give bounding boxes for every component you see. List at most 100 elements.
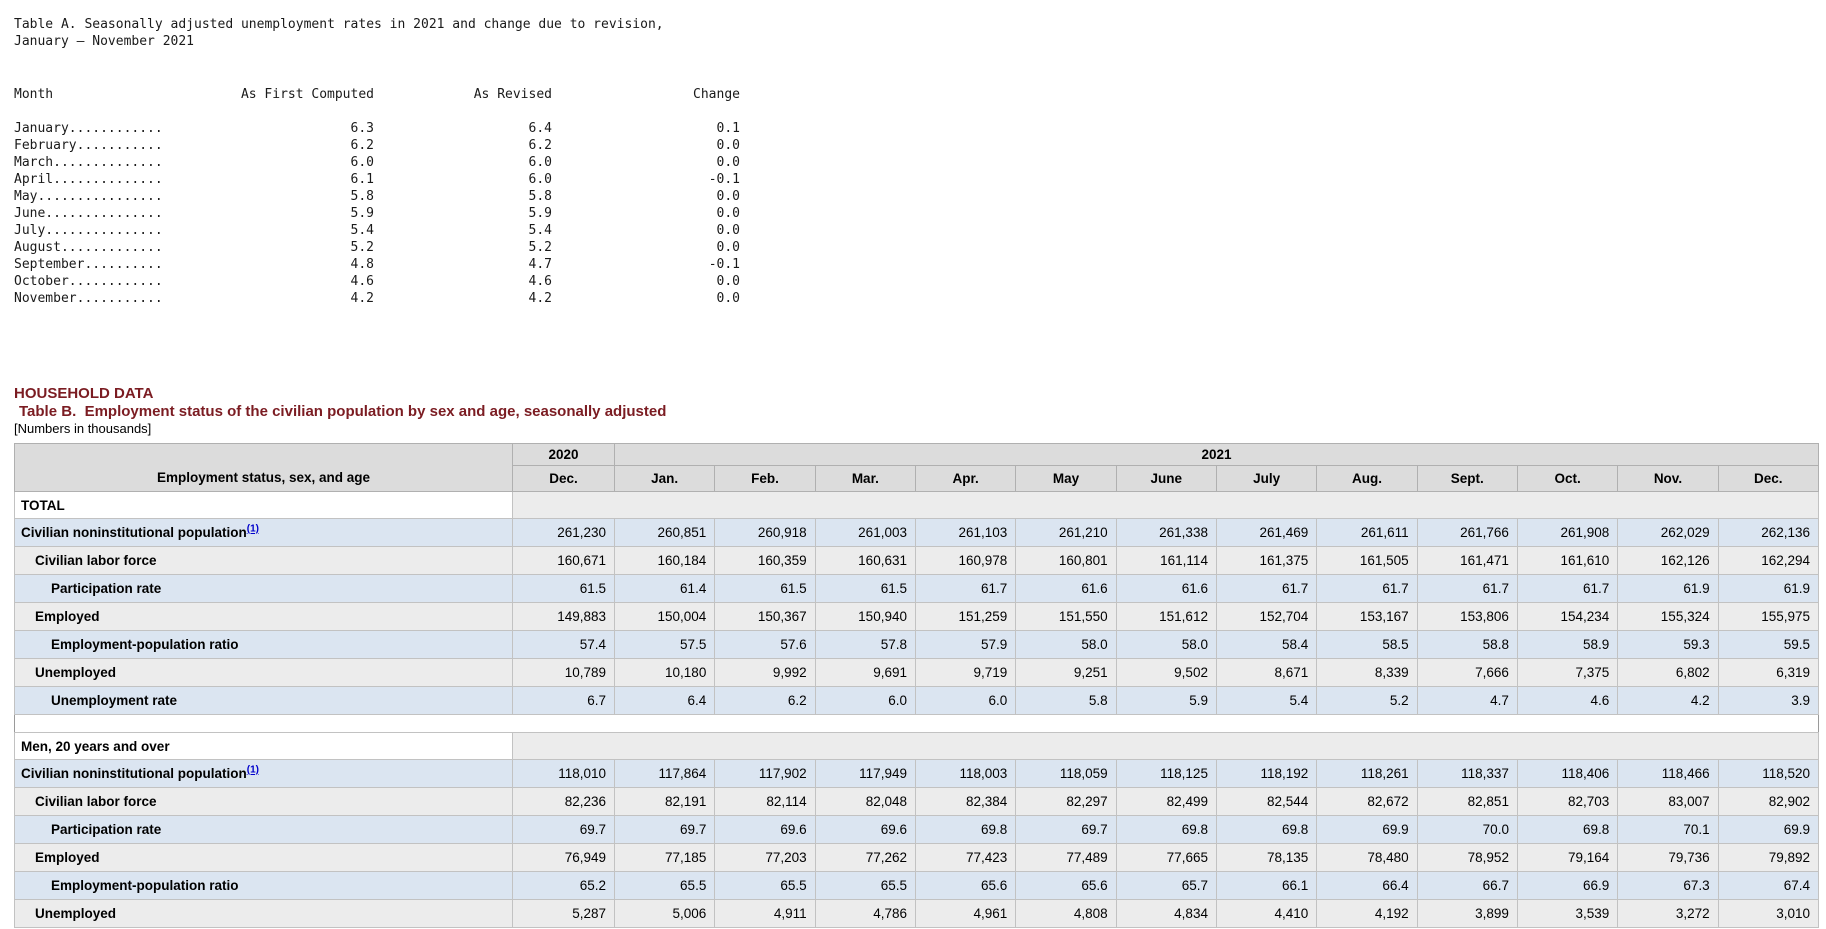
data-cell: 65.5	[814, 871, 916, 900]
data-cell: 7,666	[1416, 658, 1518, 687]
table-a-row: April.............. 6.1 6.0 -0.1	[14, 171, 1819, 188]
data-cell: 149,883	[512, 602, 615, 631]
data-cell: 161,471	[1416, 546, 1518, 575]
data-cell: 8,339	[1316, 658, 1418, 687]
data-cell: 7,375	[1516, 658, 1619, 687]
data-cell: 69.7	[512, 815, 615, 844]
table-a-row: June............... 5.9 5.9 0.0	[14, 205, 1819, 222]
row-label: Civilian noninstitutional population(1)	[14, 518, 513, 547]
data-cell: 261,908	[1516, 518, 1619, 547]
data-cell: 66.7	[1416, 871, 1518, 900]
data-cell: 82,902	[1717, 787, 1820, 816]
footnote-link[interactable]: (1)	[246, 523, 259, 535]
data-cell: 61.5	[714, 574, 816, 603]
as-revised-value: 4.6	[528, 274, 552, 289]
data-cell: 82,384	[914, 787, 1017, 816]
data-cell: 5.4	[1215, 686, 1318, 715]
row-label-text: Employment-population ratio	[51, 878, 239, 893]
data-cell: 117,902	[714, 759, 816, 788]
as-first-computed-value: 4.6	[350, 274, 374, 289]
row-label-text: Participation rate	[51, 822, 162, 837]
data-cell: 6.4	[613, 686, 716, 715]
data-cell: 161,375	[1215, 546, 1318, 575]
data-cell: 118,192	[1215, 759, 1318, 788]
data-cell: 70.0	[1416, 815, 1518, 844]
data-cell: 77,489	[1015, 843, 1117, 872]
data-cell: 118,406	[1516, 759, 1619, 788]
data-cell: 69.7	[1015, 815, 1117, 844]
change-header: Change	[693, 87, 740, 102]
row-label: Participation rate	[14, 815, 513, 844]
as-revised-value: 5.2	[528, 240, 552, 255]
table-row: Civilian labor force 160,671 160,184 160,35…	[14, 546, 1820, 575]
data-cell: 61.7	[1416, 574, 1518, 603]
section-header-row: Men, 20 years and over	[14, 732, 1819, 760]
table-b: Employment status, sex, and age 2020 202…	[14, 443, 1820, 928]
data-cell: 61.5	[814, 574, 916, 603]
table-row: Employed 149,883 150,004 150,367 150,940 151,…	[14, 602, 1820, 631]
data-cell: 151,550	[1015, 602, 1117, 631]
footnote-link[interactable]: (1)	[246, 764, 259, 776]
data-cell: 82,191	[613, 787, 716, 816]
month-label: February...........	[14, 138, 163, 153]
table-a-row: July............... 5.4 5.4 0.0	[14, 222, 1819, 239]
data-cell: 61.5	[512, 574, 615, 603]
row-label-text: Unemployed	[35, 906, 117, 921]
table-a-row: August............. 5.2 5.2 0.0	[14, 239, 1819, 256]
table-a-row: May................ 5.8 5.8 0.0	[14, 188, 1819, 205]
data-cell: 5.8	[1015, 686, 1117, 715]
data-cell: 78,952	[1416, 843, 1518, 872]
data-cell: 58.0	[1015, 630, 1117, 659]
table-a-body: January............ 6.3 6.4 0.1 February....…	[14, 120, 1819, 307]
section-title: TOTAL	[14, 491, 513, 519]
row-label-text: Unemployment rate	[51, 693, 178, 708]
as-revised-value: 5.9	[528, 206, 552, 221]
data-cell: 150,940	[814, 602, 916, 631]
month-header: July	[1215, 465, 1318, 492]
change-value: 0.0	[716, 155, 740, 170]
month-header: Sept.	[1416, 465, 1518, 492]
data-cell: 58.5	[1316, 630, 1418, 659]
data-cell: 66.9	[1516, 871, 1619, 900]
data-cell: 118,003	[914, 759, 1017, 788]
data-cell: 3,899	[1416, 899, 1518, 928]
month-header: May	[1015, 465, 1117, 492]
month-header: Jan.	[613, 465, 716, 492]
data-cell: 6,319	[1717, 658, 1820, 687]
month-header: Aug.	[1316, 465, 1418, 492]
data-cell: 161,114	[1115, 546, 1217, 575]
data-cell: 161,610	[1516, 546, 1619, 575]
data-cell: 4.2	[1617, 686, 1719, 715]
table-row: Participation rate 69.7 69.7 69.6 69.6 69.8 69…	[14, 815, 1820, 844]
as-first-computed-value: 5.2	[350, 240, 374, 255]
change-value: 0.0	[716, 240, 740, 255]
data-cell: 10,180	[613, 658, 716, 687]
data-cell: 82,114	[714, 787, 816, 816]
data-cell: 6.2	[714, 686, 816, 715]
data-cell: 67.3	[1617, 871, 1719, 900]
table-row: Participation rate 61.5 61.4 61.5 61.5 61.7 61…	[14, 574, 1820, 603]
table-row: Civilian labor force 82,236 82,191 82,114 82…	[14, 787, 1820, 816]
data-cell: 67.4	[1717, 871, 1820, 900]
data-cell: 57.5	[613, 630, 716, 659]
section-header-row: TOTAL	[14, 491, 1819, 519]
data-cell: 160,801	[1015, 546, 1117, 575]
data-cell: 118,520	[1717, 759, 1820, 788]
data-cell: 79,164	[1516, 843, 1619, 872]
data-cell: 262,136	[1717, 518, 1820, 547]
as-revised-value: 6.0	[528, 172, 552, 187]
data-cell: 82,851	[1416, 787, 1518, 816]
as-revised-header: As Revised	[473, 87, 552, 102]
row-label-text: Participation rate	[51, 581, 162, 596]
data-cell: 6,802	[1617, 658, 1719, 687]
data-cell: 59.5	[1717, 630, 1820, 659]
month-header: Mar.	[814, 465, 916, 492]
household-data-block: HOUSEHOLD DATA Table B. Employment statu…	[14, 385, 1819, 437]
change-value: 0.0	[716, 291, 740, 306]
row-label-text: Civilian noninstitutional population	[21, 766, 247, 781]
table-a-row: October............ 4.6 4.6 0.0	[14, 273, 1819, 290]
as-first-computed-header: As First Computed	[240, 87, 374, 102]
data-cell: 160,671	[512, 546, 615, 575]
data-cell: 70.1	[1617, 815, 1719, 844]
month-label: August.............	[14, 240, 163, 255]
